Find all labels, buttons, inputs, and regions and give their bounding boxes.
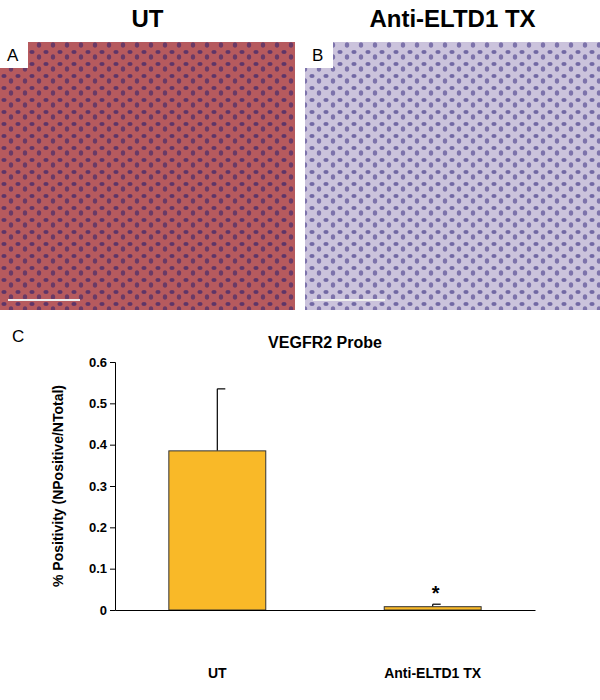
tick-label: 0.3 [89,479,107,494]
tick-mark [110,527,115,528]
chart-title: VEGFR2 Probe [268,334,382,351]
y-axis: 0 0.1 0.2 0.3 0.4 0.5 0.6 [89,355,116,618]
tick-label: 0.1 [89,561,107,576]
panel-label: A [7,46,19,65]
panel-label-box [0,42,28,68]
error-bar [217,389,225,451]
tick: 0.3 [89,479,115,494]
axis-line [116,610,536,611]
tick: Anti-ELTD1 TX [384,610,482,681]
tick-label: 0 [100,603,107,618]
tick-label: 0.6 [89,355,107,370]
panel: A UT [0,5,295,310]
tick-mark [110,403,115,404]
bar [384,607,481,610]
tick-label: 0.5 [89,396,107,411]
tick: 0.6 [89,355,115,370]
panel-title: Anti-ELTD1 TX [369,5,535,32]
error-stem [217,389,218,451]
tick-mark [110,486,115,487]
tick-mark [110,569,115,570]
annotation: * [432,582,440,604]
tick: 0.1 [89,561,115,576]
tick: 0.5 [89,396,115,411]
axis-line [110,363,116,611]
tick-label: 0.4 [89,437,108,452]
panel-label: B [312,46,323,65]
tick: 0.2 [89,520,115,535]
micrograph [305,42,600,310]
scale-bar [8,299,80,301]
tick: 0 [100,603,115,618]
bar [169,451,266,610]
tick-mark [110,610,115,611]
chart: 0 0.1 0.2 0.3 0.4 0.5 0.6 UT Anti-ELTD1 TX % Posi… [50,355,536,681]
axis-title: % Positivity (NPositive/NTotal) [50,385,66,587]
tick: 0.4 [89,437,115,452]
panel: B Anti-ELTD1 TX [305,5,600,310]
x-axis: UT Anti-ELTD1 TX [116,610,536,681]
marks [169,389,481,610]
tick-label: Anti-ELTD1 TX [384,665,482,681]
tick-mark [110,362,115,363]
scale-bar [313,299,385,301]
tick: UT [208,610,227,681]
error-cap [217,388,225,389]
panel-title: UT [132,5,164,32]
figure: A UT B Anti-ELTD1 TX C VEGFR2 Probe 0 0.1 0.2 0.3… [0,0,600,700]
tick-label: UT [208,665,227,681]
tick-mark [110,445,115,446]
micrograph [0,42,295,310]
panel-label: C [12,327,24,346]
tick-label: 0.2 [89,520,107,535]
panel-label-box [305,42,333,68]
